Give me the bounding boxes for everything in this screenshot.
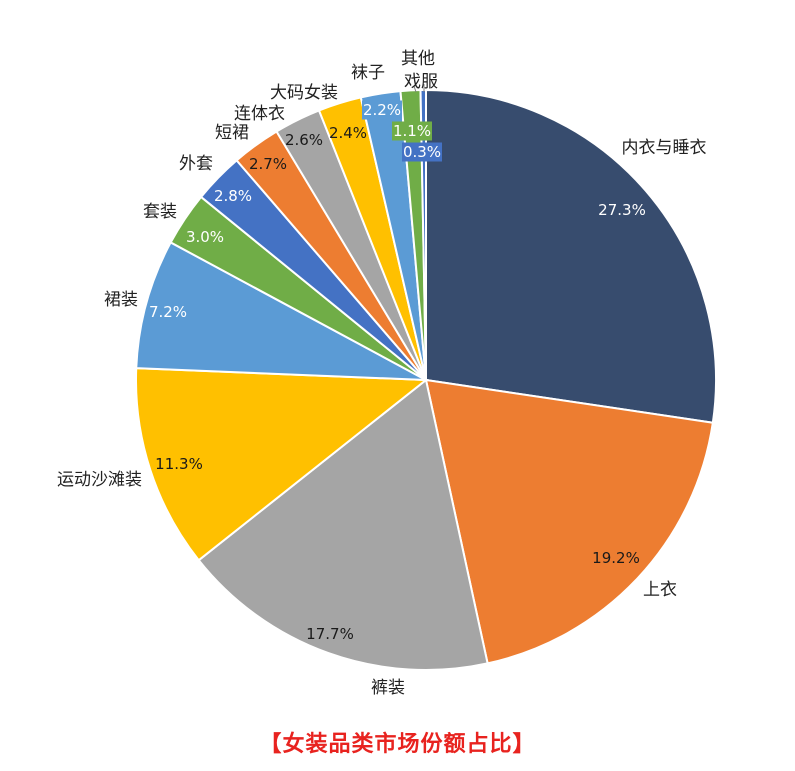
slice-category-label: 袜子 <box>351 63 385 83</box>
percent-label-box <box>392 121 432 141</box>
percent-label-box <box>362 100 402 120</box>
pct-label-group: 2.2% <box>362 100 402 120</box>
pct-label-group: 2.6% <box>285 131 323 149</box>
pie-slices <box>135 88 717 671</box>
slice-percent-label: 2.2% <box>363 101 401 119</box>
slice-percent-label: 11.3% <box>155 455 203 473</box>
slice-category-label: 外套 <box>179 154 213 174</box>
leader-line <box>413 85 417 93</box>
slice-category-label: 裤装 <box>371 678 405 698</box>
slice-percent-label: 2.6% <box>285 131 323 149</box>
slice-percent-label: 19.2% <box>592 549 640 567</box>
pct-label-group: 19.2% <box>592 549 640 567</box>
slice-percent-label: 2.4% <box>329 124 367 142</box>
pie-slice <box>425 88 717 424</box>
slice-percent-label: 1.1% <box>393 122 431 140</box>
slice-percent-label: 3.0% <box>186 228 224 246</box>
slice-percent-label: 17.7% <box>306 625 354 643</box>
slice-percent-label: 27.3% <box>598 201 646 219</box>
slice-category-label: 上衣 <box>643 580 677 600</box>
slice-category-label: 裙装 <box>104 290 138 310</box>
slice-category-label: 运动沙滩装 <box>57 470 142 490</box>
pct-label-group: 1.1% <box>392 121 432 141</box>
chart-title: 【女装品类市场份额占比】 <box>259 732 536 757</box>
slice-category-label: 短裙 <box>215 123 249 143</box>
slice-category-label: 其他 <box>401 49 435 69</box>
slice-percent-label: 0.3% <box>403 143 441 161</box>
pct-label-group: 3.0% <box>186 228 224 246</box>
pct-label-group: 2.7% <box>249 155 287 173</box>
pie-slice <box>135 367 429 562</box>
pie-slice <box>197 378 489 671</box>
pct-label-group: 11.3% <box>155 455 203 473</box>
slice-percent-label: 7.2% <box>149 303 187 321</box>
pie-slice <box>424 378 714 665</box>
pie-slice <box>135 241 427 381</box>
slice-category-label: 戏服 <box>404 72 438 92</box>
leader-lines <box>413 84 425 93</box>
slice-category-label: 连体衣 <box>234 104 285 124</box>
pct-label-group: 7.2% <box>149 303 187 321</box>
slice-category-label: 套装 <box>143 202 177 222</box>
slice-category-label: 大码女装 <box>270 83 338 103</box>
slice-percent-label: 2.7% <box>249 155 287 173</box>
pie-slice <box>419 88 427 381</box>
pct-label-group: 0.3% <box>402 142 442 162</box>
pct-label-group: 27.3% <box>598 201 646 219</box>
slice-category-label: 内衣与睡衣 <box>622 138 707 158</box>
percent-label-box <box>402 142 442 162</box>
percent-labels: 27.3% 19.2% 17.7% 11.3% 7.2% 3.0% 2.8% 2.7% 2.6%… <box>149 100 646 643</box>
pct-label-group: 2.4% <box>329 124 367 142</box>
slice-percent-label: 2.8% <box>214 187 252 205</box>
pct-label-group: 2.8% <box>214 187 252 205</box>
pct-label-group: 17.7% <box>306 625 354 643</box>
